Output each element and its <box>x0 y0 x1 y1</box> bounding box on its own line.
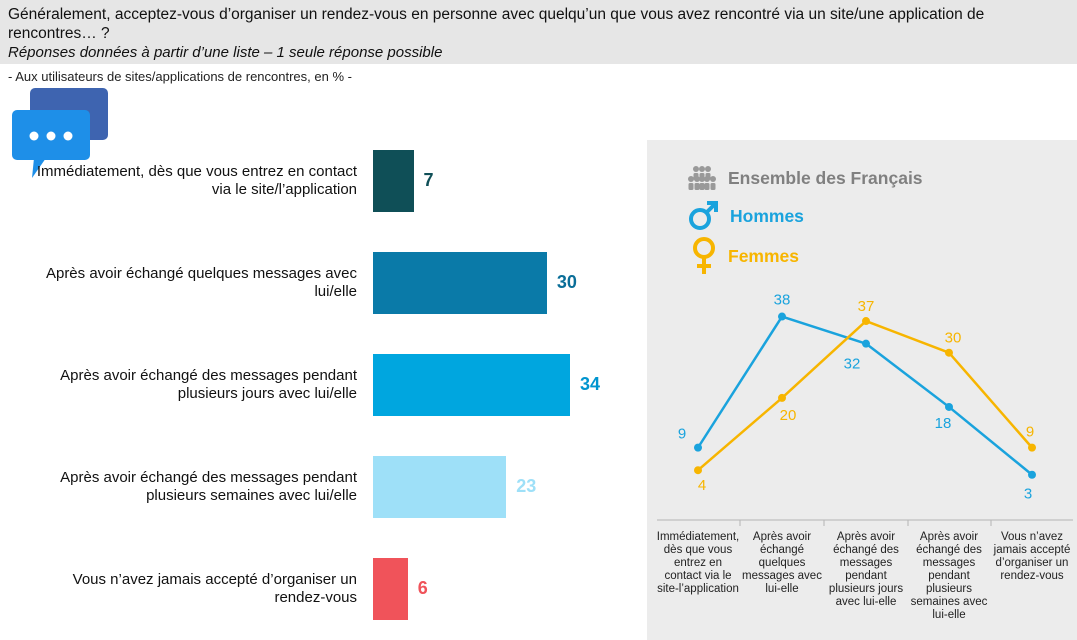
data-point <box>862 339 870 348</box>
data-point <box>778 393 786 402</box>
bar <box>373 150 414 212</box>
bar-category-label: Après avoir échangé quelques messages av… <box>45 265 357 300</box>
data-label: 18 <box>935 415 952 432</box>
data-label: 3 <box>1024 486 1032 503</box>
data-point <box>694 466 702 475</box>
legend-hommes-label: Hommes <box>730 205 804 226</box>
bar-category-label: Après avoir échangé des messages pendant… <box>60 367 357 402</box>
base-text: - Aux utilisateurs de sites/applications… <box>8 69 352 84</box>
people-group-icon <box>688 166 716 190</box>
bar-category-label: Vous n’avez jamais accepté d’organiser u… <box>72 571 357 606</box>
data-point <box>1028 443 1036 452</box>
bar-category-label: Après avoir échangé des messages pendant… <box>60 469 357 504</box>
chat-bubbles-icon <box>12 88 108 178</box>
x-axis-label: Vous n’avez jamais accepté d’organiser u… <box>993 531 1071 582</box>
data-point <box>1028 470 1036 479</box>
line-chart-plot: 9 38 32 18 3 4 20 37 30 9 <box>657 292 1073 526</box>
legend-ensemble: Ensemble des Français <box>686 165 923 191</box>
data-label: 20 <box>780 407 797 424</box>
female-symbol-icon <box>693 237 715 274</box>
bar <box>373 354 570 416</box>
legend-hommes: Hommes <box>688 200 804 232</box>
line-chart-panel <box>647 140 1077 640</box>
bar-value-label: 34 <box>580 374 601 394</box>
x-axis-label: Après avoir échangé des messages pendant… <box>828 531 904 608</box>
data-label: 38 <box>774 292 791 309</box>
data-point <box>778 312 786 321</box>
bar <box>373 252 547 314</box>
data-point <box>945 402 953 411</box>
legend-ensemble-label: Ensemble des Français <box>728 167 923 188</box>
data-label: 32 <box>844 356 861 373</box>
data-point <box>945 348 953 357</box>
x-axis-label: Après avoir échangé des messages pendant… <box>910 531 988 621</box>
bar-category-label: Immédiatement, dès que vous entrez en co… <box>36 163 357 198</box>
x-axis-label: Après avoir échangé quelques messages av… <box>742 531 822 595</box>
data-label: 37 <box>858 298 875 315</box>
data-point <box>862 317 870 326</box>
question-header <box>0 0 1077 64</box>
data-label: 9 <box>678 426 686 443</box>
data-label: 30 <box>945 330 962 347</box>
male-symbol-icon <box>689 201 718 230</box>
bar-value-label: 23 <box>516 476 537 496</box>
bar-value-label: 7 <box>423 170 434 190</box>
data-point <box>694 443 702 452</box>
legend-femmes-label: Femmes <box>728 245 800 266</box>
data-label: 9 <box>1026 424 1034 441</box>
bar <box>373 558 408 620</box>
data-label: 4 <box>698 477 706 494</box>
bar-value-label: 6 <box>417 578 428 598</box>
instruction-text: Réponses données à partir d’une liste – … <box>8 44 443 61</box>
legend-femmes: Femmes <box>690 236 799 276</box>
question-text: Généralement, acceptez-vous d’organiser … <box>8 6 985 42</box>
bar-value-label: 30 <box>556 272 577 292</box>
x-axis-label: Immédiatement, dès que vous entrez en co… <box>656 531 740 595</box>
bar <box>373 456 507 518</box>
